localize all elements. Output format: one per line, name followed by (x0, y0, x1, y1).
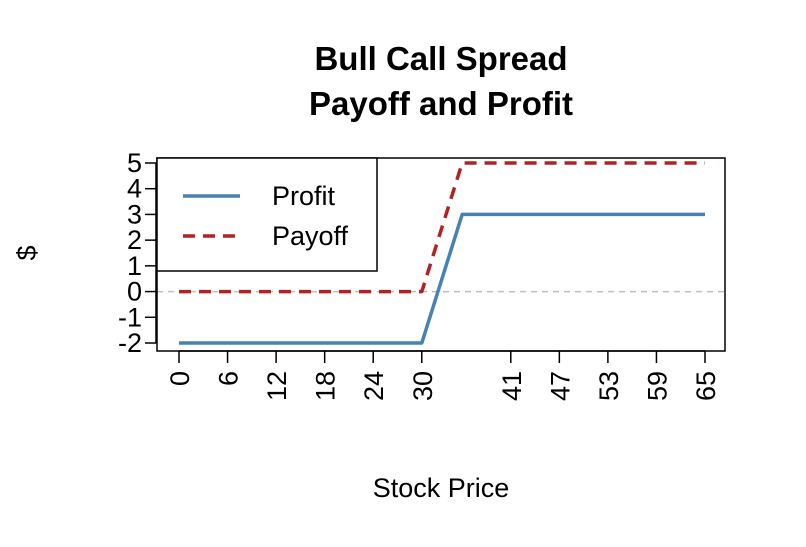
legend-label-payoff: Payoff (272, 221, 349, 251)
y-tick-label: 2 (127, 225, 142, 255)
x-tick-label: 6 (214, 371, 244, 386)
x-tick-label: 12 (262, 371, 292, 401)
x-tick-label: 65 (691, 371, 721, 401)
legend-label-profit: Profit (272, 181, 336, 211)
legend: Profit Payoff (156, 157, 378, 272)
y-tick-label: 1 (127, 251, 142, 281)
y-tick-label: -2 (118, 328, 142, 358)
x-tick-label: 41 (497, 371, 527, 401)
y-tick-label: -1 (118, 302, 142, 332)
series-line-profit (179, 212, 705, 345)
y-tick-label: 3 (127, 199, 142, 229)
legend-box (156, 157, 378, 272)
chart-title-line2: Payoff and Profit (309, 85, 573, 122)
x-tick-label: 59 (642, 371, 672, 401)
x-tick-label: 18 (311, 371, 341, 401)
series-layer (179, 161, 705, 345)
x-tick-label: 53 (594, 371, 624, 401)
series-line-payoff (179, 161, 705, 294)
y-axis-label: $ (12, 245, 42, 260)
x-tick-label: 47 (545, 371, 575, 401)
x-tick-label: 0 (165, 371, 195, 386)
y-tick-label: 0 (127, 277, 142, 307)
x-axis-label: Stock Price (373, 473, 510, 503)
y-tick-label: 4 (127, 174, 142, 204)
y-tick-label: 5 (127, 148, 142, 178)
x-tick-label: 30 (408, 371, 438, 401)
x-tick-label: 24 (359, 371, 389, 401)
chart-title-line1: Bull Call Spread (314, 40, 567, 77)
